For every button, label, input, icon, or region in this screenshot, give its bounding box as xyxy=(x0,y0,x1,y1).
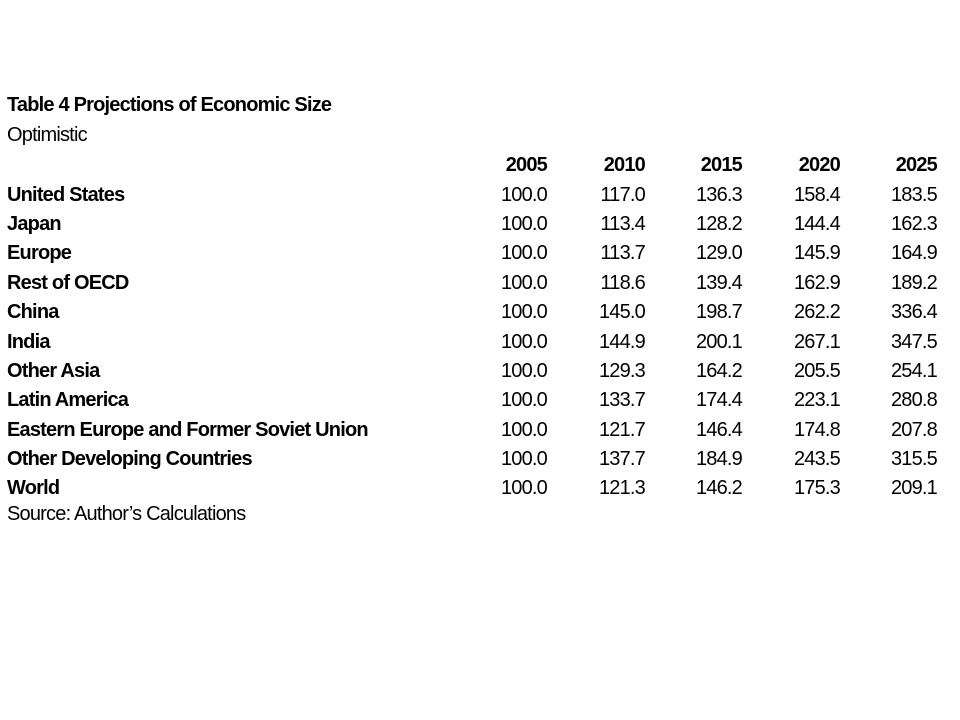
table-row: Other Developing Countries 100.0 137.7 184.… xyxy=(7,445,938,474)
table-row: Eastern Europe and Former Soviet Union 10… xyxy=(7,416,938,445)
value-cell: 133.7 xyxy=(598,389,646,412)
value-cell: 174.4 xyxy=(695,389,743,412)
header-year: 2015 xyxy=(700,154,743,177)
table-row: China 100.0 145.0 198.7 262.2 336.4 xyxy=(7,298,938,327)
table-row: Other Asia 100.0 129.3 164.2 205.5 254.1 xyxy=(7,357,938,386)
value-cell: 267.1 xyxy=(793,330,841,353)
value-cell: 100.0 xyxy=(500,183,548,206)
table-row: Japan 100.0 113.4 128.2 144.4 162.3 xyxy=(7,210,938,239)
value-cell: 113.7 xyxy=(600,242,645,265)
table-row: Latin America 100.0 133.7 174.4 223.1 280.8 xyxy=(7,386,938,415)
table-title: Table 4 Projections of Economic Size xyxy=(7,94,332,116)
value-cell: 146.2 xyxy=(695,477,743,500)
row-label: Other Asia xyxy=(7,359,100,382)
value-cell: 207.8 xyxy=(890,418,938,441)
value-cell: 158.4 xyxy=(793,183,841,206)
value-cell: 174.8 xyxy=(793,418,841,441)
value-cell: 262.2 xyxy=(793,301,841,324)
value-cell: 100.0 xyxy=(500,477,548,500)
row-label: Europe xyxy=(7,242,72,265)
value-cell: 243.5 xyxy=(793,448,841,471)
value-cell: 336.4 xyxy=(890,301,938,324)
value-cell: 184.9 xyxy=(695,448,743,471)
value-cell: 189.2 xyxy=(890,271,938,294)
value-cell: 144.9 xyxy=(598,330,646,353)
value-cell: 162.9 xyxy=(793,271,841,294)
table-row: World 100.0 121.3 146.2 175.3 209.1 xyxy=(7,474,938,503)
value-cell: 100.0 xyxy=(500,301,548,324)
value-cell: 136.3 xyxy=(695,183,743,206)
table-row: Rest of OECD 100.0 118.6 139.4 162.9 189.2 xyxy=(7,269,938,298)
value-cell: 121.3 xyxy=(598,477,646,500)
row-label: Japan xyxy=(7,212,62,235)
value-cell: 254.1 xyxy=(890,359,938,382)
table-row: India 100.0 144.9 200.1 267.1 347.5 xyxy=(7,327,938,356)
row-label: United States xyxy=(7,183,125,206)
value-cell: 162.3 xyxy=(890,212,938,235)
source-note: Source: Author’s Calculations xyxy=(7,503,246,525)
value-cell: 129.0 xyxy=(695,242,743,265)
value-cell: 223.1 xyxy=(793,389,841,412)
row-label: World xyxy=(7,477,60,500)
header-year: 2025 xyxy=(895,154,938,177)
value-cell: 121.7 xyxy=(598,418,646,441)
value-cell: 100.0 xyxy=(500,389,548,412)
value-cell: 146.4 xyxy=(695,418,743,441)
table-row: United States 100.0 117.0 136.3 158.4 183.5 xyxy=(7,180,938,209)
table-row: Europe 100.0 113.7 129.0 145.9 164.9 xyxy=(7,239,938,268)
value-cell: 100.0 xyxy=(500,242,548,265)
value-cell: 100.0 xyxy=(500,330,548,353)
value-cell: 113.4 xyxy=(600,212,645,235)
value-cell: 183.5 xyxy=(890,183,938,206)
value-cell: 139.4 xyxy=(695,271,743,294)
row-label: Eastern Europe and Former Soviet Union xyxy=(7,418,369,441)
value-cell: 205.5 xyxy=(793,359,841,382)
header-label-cell xyxy=(7,151,447,180)
row-label: India xyxy=(7,330,50,353)
row-label: China xyxy=(7,301,59,324)
value-cell: 315.5 xyxy=(890,448,938,471)
value-cell: 137.7 xyxy=(598,448,646,471)
value-cell: 280.8 xyxy=(890,389,938,412)
value-cell: 175.3 xyxy=(793,477,841,500)
header-row: 2005 2010 2015 2020 2025 xyxy=(7,151,938,180)
value-cell: 164.2 xyxy=(695,359,743,382)
value-cell: 100.0 xyxy=(500,271,548,294)
projections-table: 2005 2010 2015 2020 2025 United States 10… xyxy=(7,151,938,504)
header-year: 2020 xyxy=(798,154,841,177)
header-year: 2005 xyxy=(505,154,548,177)
row-label: Latin America xyxy=(7,389,129,412)
value-cell: 164.9 xyxy=(890,242,938,265)
value-cell: 129.3 xyxy=(598,359,646,382)
value-cell: 145.9 xyxy=(793,242,841,265)
value-cell: 128.2 xyxy=(695,212,743,235)
value-cell: 145.0 xyxy=(598,301,646,324)
value-cell: 144.4 xyxy=(793,212,841,235)
row-label: Other Developing Countries xyxy=(7,448,253,471)
value-cell: 347.5 xyxy=(890,330,938,353)
value-cell: 100.0 xyxy=(500,418,548,441)
value-cell: 118.6 xyxy=(600,271,645,294)
value-cell: 100.0 xyxy=(500,212,548,235)
value-cell: 200.1 xyxy=(695,330,743,353)
value-cell: 117.0 xyxy=(600,183,645,206)
table-subtitle: Optimistic xyxy=(7,124,88,146)
value-cell: 209.1 xyxy=(890,477,938,500)
value-cell: 100.0 xyxy=(500,448,548,471)
header-year: 2010 xyxy=(603,154,646,177)
value-cell: 100.0 xyxy=(500,359,548,382)
row-label: Rest of OECD xyxy=(7,271,129,294)
value-cell: 198.7 xyxy=(695,301,743,324)
